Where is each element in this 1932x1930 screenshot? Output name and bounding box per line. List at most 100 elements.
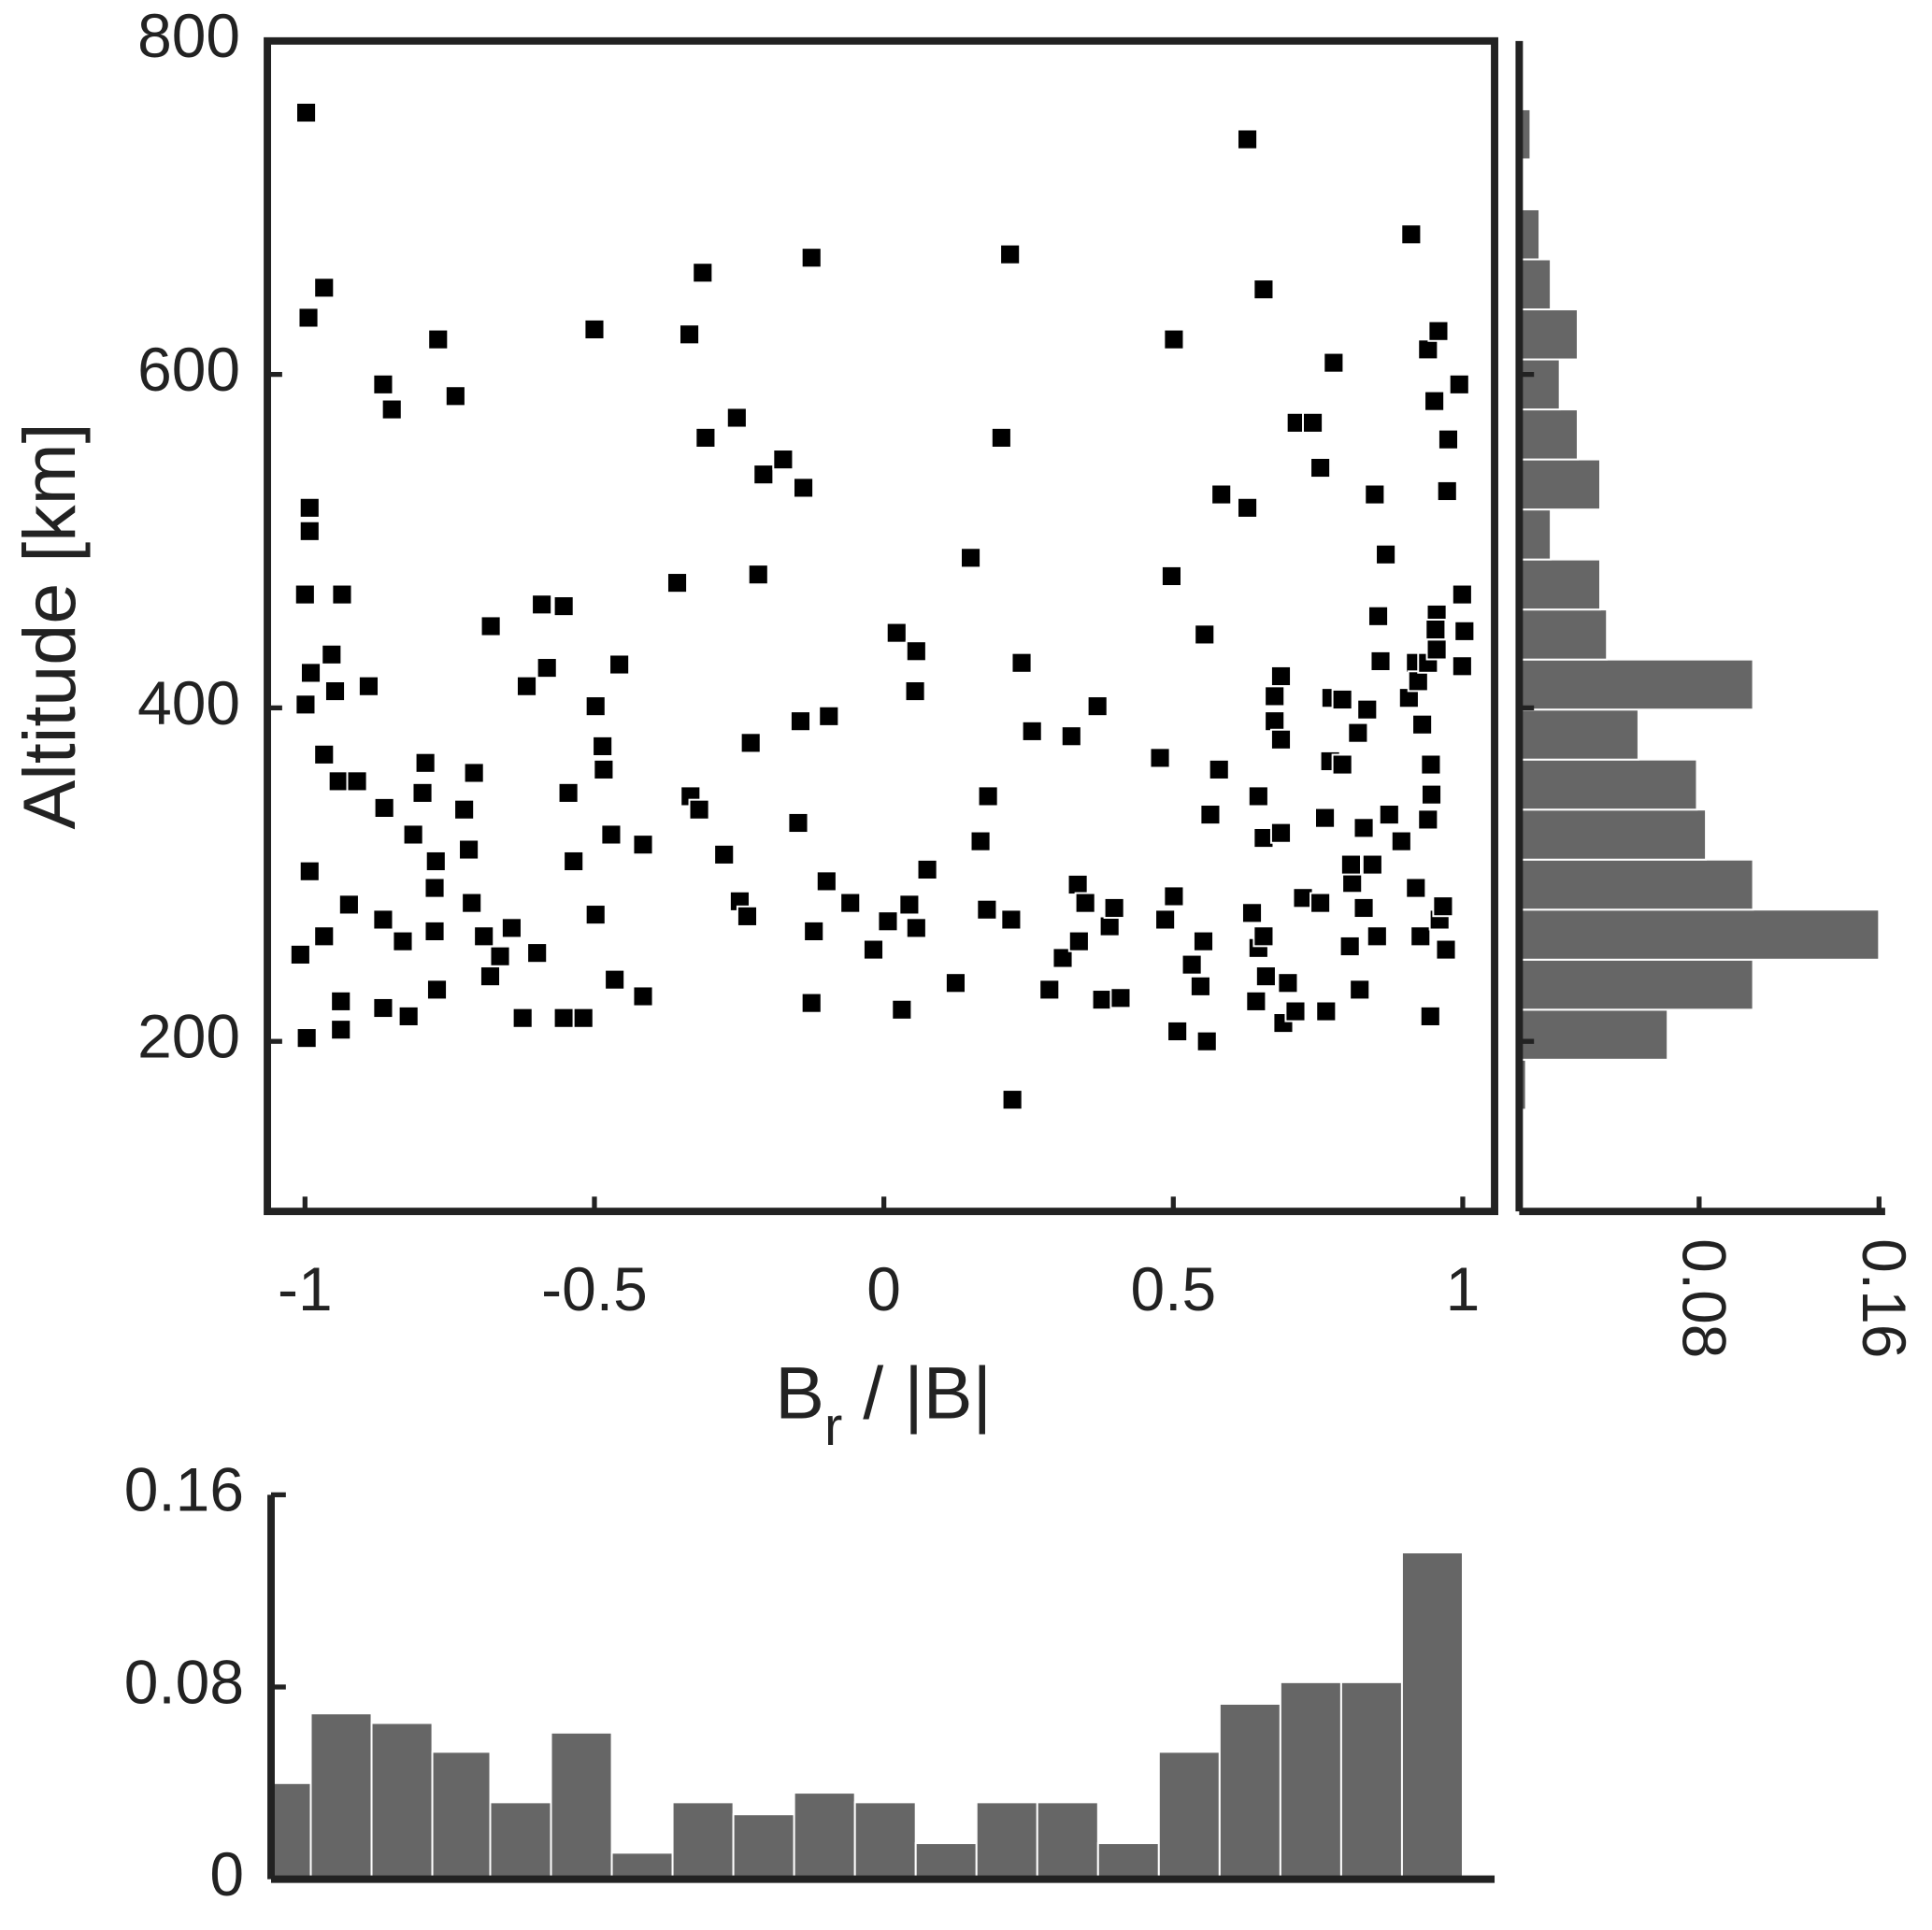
point [1437, 428, 1460, 450]
point [1424, 390, 1446, 412]
point [337, 894, 360, 916]
point [803, 920, 825, 942]
point [1240, 902, 1264, 924]
hist-bar [309, 1712, 373, 1880]
point [1314, 807, 1337, 829]
point [313, 925, 336, 948]
point [444, 385, 466, 407]
point [1245, 990, 1267, 1012]
point [898, 894, 921, 916]
point [1323, 351, 1345, 374]
point [323, 680, 347, 703]
point [1349, 979, 1371, 1001]
point [294, 693, 317, 716]
point [372, 996, 394, 1020]
point [1189, 975, 1211, 997]
point [1010, 651, 1033, 674]
x-tick-label: 0.5 [1130, 1254, 1216, 1323]
point [1277, 972, 1299, 994]
point [414, 751, 436, 774]
point [1264, 685, 1286, 708]
point [313, 277, 336, 299]
point [739, 732, 762, 754]
hist-bar [1218, 1702, 1281, 1880]
point [299, 662, 322, 684]
point [1254, 965, 1277, 988]
point [380, 398, 403, 421]
point [373, 796, 395, 819]
point [800, 992, 823, 1014]
point [1021, 720, 1043, 742]
point [891, 998, 913, 1021]
point [1420, 753, 1442, 776]
y-tick-label: 0.16 [124, 1455, 244, 1524]
hist-bar [1339, 1680, 1403, 1880]
point [1181, 953, 1203, 976]
point [330, 990, 352, 1012]
point [885, 622, 908, 644]
point [584, 904, 607, 926]
point [1427, 320, 1450, 342]
point [1091, 989, 1113, 1011]
point [1425, 638, 1448, 661]
point [1400, 223, 1423, 246]
point [402, 823, 424, 846]
point [1364, 483, 1386, 506]
point [583, 318, 606, 340]
hist-bar [671, 1801, 735, 1880]
hist-bar [431, 1751, 492, 1880]
point [552, 595, 575, 618]
point [593, 758, 615, 780]
hist-bar [1518, 308, 1579, 361]
hist-bar [1518, 808, 1708, 861]
hist-bar [853, 1801, 917, 1880]
hist-bar [1518, 258, 1553, 311]
point [330, 1019, 352, 1041]
point [1066, 873, 1089, 896]
x-tick-label: 0.08 [1669, 1238, 1739, 1358]
point [557, 781, 580, 804]
hist-bar [1518, 408, 1579, 461]
point [679, 323, 701, 346]
hist-bar [1518, 908, 1881, 961]
point [688, 798, 710, 821]
point [692, 262, 714, 284]
point [1195, 1030, 1218, 1052]
point [1237, 496, 1259, 519]
point [372, 373, 394, 395]
hist-bar [1279, 1680, 1342, 1880]
point [1367, 605, 1390, 627]
point [295, 1027, 318, 1050]
point [1366, 925, 1388, 948]
plot-frame [264, 36, 1498, 1216]
hist-bar [1096, 1842, 1160, 1880]
point [295, 101, 318, 124]
point [1375, 543, 1397, 565]
x-tick-label: 1 [1446, 1254, 1481, 1323]
x-label-rest: / |B| [842, 1351, 992, 1434]
point [976, 898, 998, 921]
point [600, 823, 623, 846]
point [969, 830, 992, 852]
point [461, 892, 483, 914]
hist-bar [270, 1781, 312, 1880]
point [1154, 908, 1177, 931]
point [877, 910, 899, 933]
point [357, 675, 379, 697]
point [1352, 817, 1375, 839]
hist-bar [1518, 958, 1754, 1011]
hist-bar [1400, 1551, 1464, 1880]
point [999, 243, 1022, 265]
hist-bar [1518, 1008, 1669, 1061]
point [977, 785, 999, 808]
point [1192, 930, 1215, 952]
point [604, 968, 626, 991]
hist-bar [1518, 458, 1601, 511]
point [1086, 695, 1109, 718]
point [1269, 665, 1293, 688]
x-label-subscript: r [824, 1396, 842, 1457]
point [1338, 935, 1361, 958]
point [905, 917, 927, 939]
point [1269, 728, 1293, 751]
x-tick-label: -1 [278, 1254, 333, 1323]
